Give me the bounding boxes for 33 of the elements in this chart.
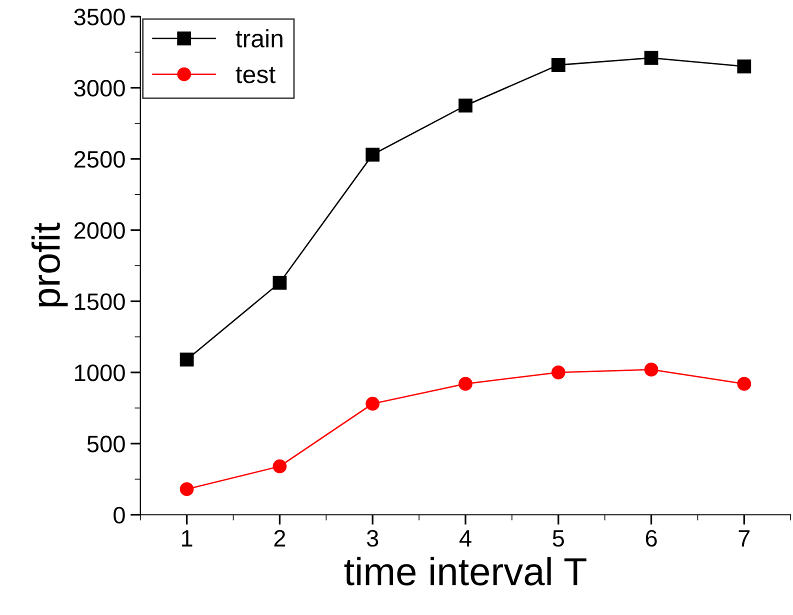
y-tick-label: 0 xyxy=(114,506,125,524)
y-tick-label: 2500 xyxy=(74,151,125,168)
y-tick-label: 3000 xyxy=(74,80,125,97)
point xyxy=(551,365,566,380)
point xyxy=(644,50,658,65)
x-tick-label: 4 xyxy=(459,530,472,546)
x-axis-title: time interval T xyxy=(344,556,586,586)
y-tick-label: 2000 xyxy=(74,222,125,239)
point xyxy=(366,148,380,162)
x-tick-label: 7 xyxy=(738,530,750,546)
point xyxy=(180,482,194,496)
legend-label: train xyxy=(236,29,282,48)
y-tick-label: 3500 xyxy=(74,8,125,26)
point xyxy=(180,352,194,367)
point xyxy=(737,59,752,74)
point xyxy=(366,396,380,411)
x-tick-label: 2 xyxy=(274,530,286,546)
x-tick-label: 5 xyxy=(552,530,564,547)
y-tick-label: 500 xyxy=(87,436,125,452)
x-tick-label: 6 xyxy=(646,530,657,547)
point xyxy=(272,459,287,474)
point xyxy=(272,276,287,290)
y-tick-label: 1000 xyxy=(75,364,125,382)
point xyxy=(458,376,472,391)
legend-label: test xyxy=(236,66,276,84)
point xyxy=(644,362,658,377)
point xyxy=(737,376,752,391)
x-tick-label: 1 xyxy=(182,530,192,546)
point xyxy=(458,98,472,113)
y-axis-title: profit xyxy=(31,222,68,306)
x-tick-label: 3 xyxy=(366,530,378,547)
point xyxy=(551,58,566,72)
y-tick-label: 1500 xyxy=(75,293,125,310)
